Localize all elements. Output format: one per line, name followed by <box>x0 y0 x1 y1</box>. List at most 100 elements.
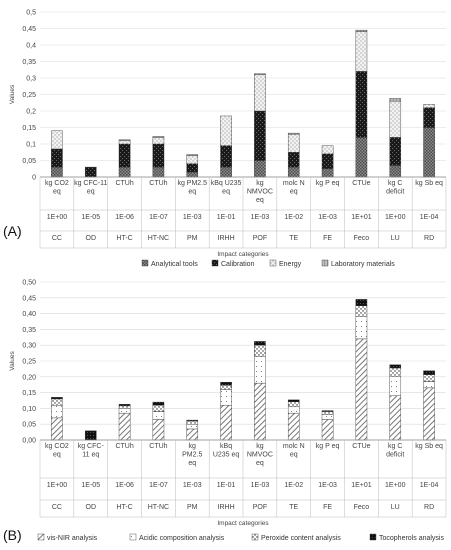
legend-swatch <box>37 533 45 541</box>
panel-label: (B) <box>3 527 22 543</box>
legend-swatch <box>269 259 277 267</box>
unit-label: kg CFC-11 eq <box>78 443 105 459</box>
bar-b-ht-c-series-3 <box>118 405 131 409</box>
y-tick-label: 0,15 <box>22 390 36 397</box>
bar-a-pm-series-3 <box>186 155 199 165</box>
bar-a-ht-nc-series-4 <box>152 136 165 138</box>
bar-b-te-series-1 <box>287 412 300 441</box>
scale-label: 1E-02 <box>284 482 303 489</box>
y-tick-label: 0,50 <box>22 280 36 287</box>
y-tick-label: 0,1 <box>26 142 36 149</box>
unit-label: CTUe <box>352 180 370 187</box>
legend-swatch <box>141 259 149 267</box>
scale-label: 1E-06 <box>115 214 134 221</box>
x-axis-title: Impact categories <box>217 520 269 527</box>
bar-b-te-series-2 <box>287 406 300 414</box>
unit-label: CTUh <box>115 180 133 187</box>
unit-label: kg PM2.5 eq <box>177 180 207 196</box>
y-tick-label: 0,05 <box>22 422 36 429</box>
bar-b-irhh-series-1 <box>220 405 232 441</box>
y-axis-title: Values <box>9 84 16 104</box>
category-label: TE <box>289 235 298 242</box>
unit-label: kg CO2 eq <box>45 443 69 459</box>
scale-label: 1E-04 <box>420 214 439 221</box>
category-label: FE <box>323 235 332 242</box>
scale-label: 1E-05 <box>81 482 100 489</box>
panel-label: (A) <box>3 223 22 239</box>
category-label: LU <box>391 235 400 242</box>
y-tick-label: 0,4 <box>26 43 36 50</box>
unit-label: CTUh <box>115 443 133 450</box>
scale-label: 1E-01 <box>217 214 236 221</box>
bar-a-rd-series-1 <box>423 127 435 178</box>
bar-a-feco-series-3 <box>355 31 368 72</box>
category-label: IRHH <box>218 504 235 511</box>
bar-b-feco-series-1 <box>355 338 368 441</box>
scale-label: 1E-03 <box>251 214 270 221</box>
bar-a-irhh-series-3 <box>220 115 232 146</box>
bar-a-pof-series-4 <box>254 73 266 75</box>
y-tick-label: 0,25 <box>22 359 36 366</box>
category-label: HT-NC <box>148 504 169 511</box>
category-label: FE <box>323 504 332 511</box>
bar-b-pm-series-4 <box>186 419 199 422</box>
category-label: HT-NC <box>148 235 169 242</box>
bar-b-irhh-series-2 <box>220 389 232 406</box>
bar-b-cc-series-2 <box>51 405 63 419</box>
category-label: IRHH <box>218 235 235 242</box>
unit-label: kg P eq <box>316 180 340 187</box>
unit-label: CTUe <box>352 443 370 450</box>
legend-swatch <box>129 533 137 541</box>
y-tick-label: 0,2 <box>26 109 36 116</box>
bar-b-pm-series-3 <box>186 420 199 425</box>
bar-a-feco-series-4 <box>355 29 368 32</box>
legend-swatch <box>321 259 329 267</box>
bar-a-pof-series-3 <box>254 74 266 112</box>
bar-b-ht-c-series-2 <box>118 408 131 414</box>
scale-label: 1E-02 <box>284 214 303 221</box>
bar-a-irhh-series-2 <box>220 145 232 168</box>
unit-label: kg CFC-11 eq <box>74 180 107 196</box>
bar-b-rd-series-4 <box>423 370 435 375</box>
bar-a-te-series-4 <box>287 132 300 135</box>
category-label: POF <box>253 504 267 511</box>
bar-a-lu-series-4 <box>389 98 402 102</box>
bar-b-lu-series-2 <box>389 376 402 396</box>
bar-b-rd-series-2 <box>423 381 435 389</box>
bar-a-rd-series-3 <box>423 104 435 108</box>
bar-b-fe-series-2 <box>321 414 334 420</box>
bar-a-te-series-1 <box>287 166 300 178</box>
category-label: PM <box>187 235 198 242</box>
unit-label: kg CO2 eq <box>45 180 69 196</box>
category-label: CC <box>52 504 62 511</box>
scale-label: 1E-01 <box>217 482 236 489</box>
category-label: OD <box>86 235 97 242</box>
category-label: RD <box>424 235 434 242</box>
category-label: OD <box>86 504 97 511</box>
category-label: PM <box>187 504 198 511</box>
legend-label: Analytical tools <box>151 261 198 268</box>
bar-a-cc-series-2 <box>51 148 63 168</box>
bar-a-pm-series-1 <box>186 171 199 178</box>
scale-label: 1E-06 <box>115 482 134 489</box>
unit-label: CTUh <box>149 180 167 187</box>
category-label: RD <box>424 504 434 511</box>
unit-label: kg NMVOC eq <box>247 180 273 204</box>
bar-b-irhh-series-4 <box>220 381 232 386</box>
y-tick-label: 0,45 <box>22 26 36 33</box>
unit-label: CTUh <box>149 443 167 450</box>
bar-a-od-series-2 <box>84 166 97 178</box>
legend-label: Peroxide content analysis <box>261 535 341 542</box>
chart-panel-b: 0,00 0,05 0,10 0,15 0,20 0,25 0,30 0,35 0,40 0,45… <box>3 280 447 543</box>
category-label: Feco <box>354 504 370 511</box>
bar-b-cc-series-4 <box>51 397 63 400</box>
scale-label: 1E-07 <box>149 214 168 221</box>
legend-label: Energy <box>279 261 302 268</box>
bar-a-te-series-2 <box>287 152 300 168</box>
legend-swatch <box>369 533 377 541</box>
scale-label: 1E-03 <box>251 482 270 489</box>
